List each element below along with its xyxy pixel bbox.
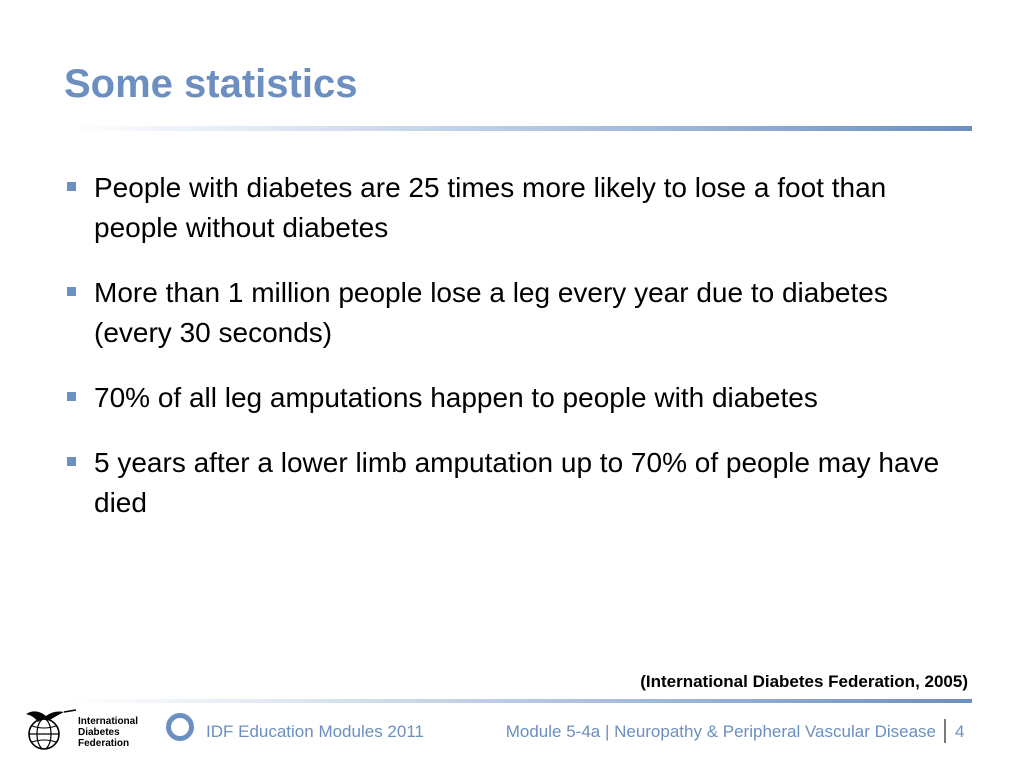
- slide-title: Some statistics: [64, 62, 358, 106]
- square-bullet-icon: [67, 182, 76, 191]
- modules-label: IDF Education Modules 2011: [206, 722, 424, 741]
- logo-text: International Diabetes Federation: [78, 716, 139, 749]
- bullet-item: 70% of all leg amputations happen to peo…: [64, 378, 964, 418]
- bullet-text: People with diabetes are 25 times more l…: [94, 172, 887, 243]
- globe-bird-icon: [26, 709, 77, 750]
- footer-divider: [64, 699, 972, 703]
- page-separator: [944, 719, 946, 743]
- square-bullet-icon: [67, 392, 76, 401]
- title-divider: [64, 126, 972, 131]
- square-bullet-icon: [67, 457, 76, 466]
- module-title: Module 5-4a | Neuropathy & Peripheral Va…: [505, 722, 936, 741]
- citation: (International Diabetes Federation, 2005…: [640, 672, 968, 691]
- bullet-item: People with diabetes are 25 times more l…: [64, 168, 964, 248]
- bullet-item: More than 1 million people lose a leg ev…: [64, 273, 964, 353]
- square-bullet-icon: [67, 287, 76, 296]
- page-number: 4: [955, 722, 965, 741]
- bullet-list: People with diabetes are 25 times more l…: [64, 168, 964, 548]
- idf-logo: International Diabetes Federation: [20, 706, 150, 756]
- bullet-text: 70% of all leg amputations happen to peo…: [94, 382, 818, 413]
- bullet-text: More than 1 million people lose a leg ev…: [94, 277, 888, 348]
- bullet-item: 5 years after a lower limb amputation up…: [64, 443, 964, 523]
- modules-ring-icon: [166, 713, 194, 741]
- bullet-text: 5 years after a lower limb amputation up…: [94, 447, 940, 518]
